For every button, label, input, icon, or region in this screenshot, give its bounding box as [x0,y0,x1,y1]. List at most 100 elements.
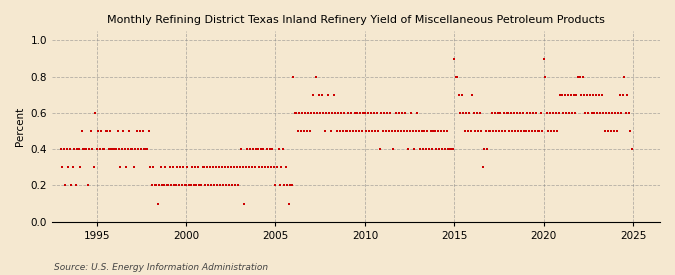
Point [513,129,524,133]
Point [501,111,512,115]
Point [181,183,192,188]
Point [218,183,229,188]
Point [200,183,211,188]
Point [306,111,317,115]
Point [309,111,320,115]
Point [601,111,612,115]
Point [477,165,488,169]
Point [401,129,412,133]
Point [534,129,545,133]
Point [610,111,621,115]
Point [103,147,114,152]
Point [362,111,373,115]
Point [623,111,634,115]
Point [373,129,383,133]
Point [546,129,557,133]
Point [301,129,312,133]
Point [625,129,636,133]
Point [403,147,414,152]
Point [495,111,506,115]
Point [597,93,608,97]
Point [313,93,324,97]
Point [97,147,108,152]
Point [387,147,398,152]
Point [273,147,284,152]
Point [468,111,479,115]
Point [151,183,161,188]
Point [386,129,397,133]
Point [296,129,306,133]
Point [217,165,227,169]
Point [234,165,245,169]
Point [425,129,436,133]
Point [500,129,510,133]
Point [142,147,153,152]
Point [529,129,540,133]
Point [555,93,566,97]
Point [519,129,530,133]
Point [549,129,560,133]
Point [119,147,130,152]
Point [112,129,123,133]
Point [106,147,117,152]
Point [356,129,367,133]
Point [485,129,495,133]
Point [256,165,267,169]
Point [539,56,549,61]
Point [544,111,555,115]
Point [128,165,139,169]
Point [263,165,273,169]
Point [537,129,547,133]
Point [360,111,371,115]
Point [328,93,339,97]
Point [276,165,287,169]
Point [298,129,309,133]
Point [383,129,394,133]
Point [435,129,446,133]
Point [476,129,487,133]
Point [507,129,518,133]
Point [340,129,351,133]
Point [561,111,572,115]
Point [69,147,80,152]
Point [164,165,175,169]
Point [404,129,415,133]
Point [612,129,622,133]
Point [604,111,615,115]
Point [547,111,558,115]
Point [248,147,259,152]
Point [540,75,551,79]
Point [514,111,525,115]
Point [355,111,366,115]
Point [578,93,589,97]
Point [455,111,466,115]
Point [68,165,78,169]
Point [102,129,113,133]
Point [322,93,333,97]
Point [343,111,354,115]
Point [550,111,561,115]
Point [84,147,95,152]
Point [365,111,376,115]
Point [154,183,165,188]
Point [576,93,587,97]
Point [580,111,591,115]
Point [87,147,98,152]
Point [221,183,232,188]
Point [325,129,336,133]
Point [479,147,489,152]
Point [434,147,445,152]
Point [433,129,443,133]
Point [419,129,430,133]
Point [145,165,156,169]
Point [587,93,598,97]
Point [571,93,582,97]
Point [497,129,508,133]
Point [394,111,404,115]
Point [159,183,169,188]
Point [626,147,637,152]
Point [440,147,451,152]
Point [608,129,619,133]
Point [55,147,66,152]
Point [585,93,595,97]
